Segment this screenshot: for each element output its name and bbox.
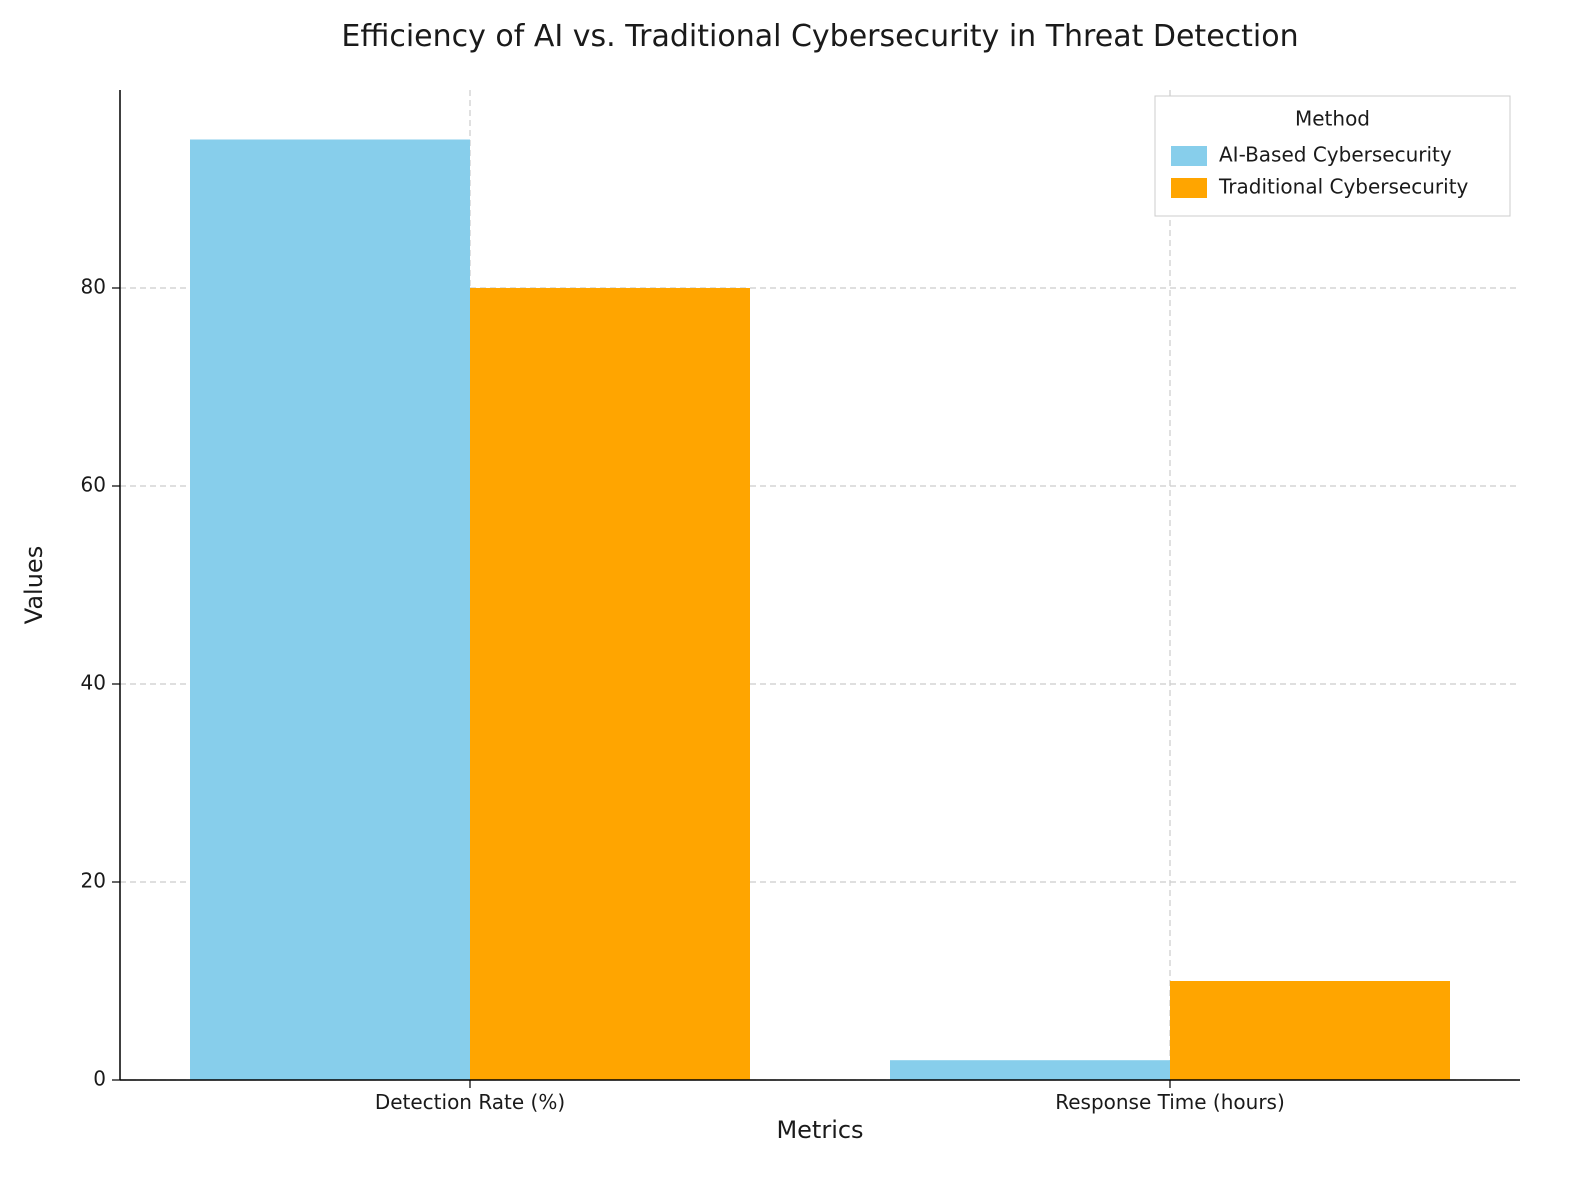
x-tick-label: Detection Rate (%) bbox=[375, 1090, 565, 1114]
y-tick-label: 60 bbox=[81, 473, 106, 497]
legend-swatch bbox=[1171, 146, 1207, 166]
legend-item-label: Traditional Cybersecurity bbox=[1218, 175, 1469, 199]
chart-title: Efficiency of AI vs. Traditional Cyberse… bbox=[341, 19, 1298, 54]
x-tick-label: Response Time (hours) bbox=[1055, 1090, 1285, 1114]
bar bbox=[470, 288, 750, 1080]
y-tick-label: 80 bbox=[81, 275, 106, 299]
bar bbox=[890, 1060, 1170, 1080]
bar bbox=[1170, 981, 1450, 1080]
legend-title: Method bbox=[1295, 107, 1370, 131]
x-axis-label: Metrics bbox=[776, 1116, 863, 1144]
bar-chart: 0 20 40 60 80 Detection Rate (%) Response Time… bbox=[0, 0, 1580, 1180]
y-tick-label: 40 bbox=[81, 671, 106, 695]
y-axis-label: Values bbox=[20, 546, 48, 624]
legend-item-label: AI-Based Cybersecurity bbox=[1219, 143, 1452, 167]
bar bbox=[190, 140, 470, 1081]
chart-container: 0 20 40 60 80 Detection Rate (%) Response Time… bbox=[0, 0, 1580, 1180]
legend-swatch bbox=[1171, 178, 1207, 198]
y-tick-label: 0 bbox=[93, 1067, 106, 1091]
legend: Method AI-Based Cybersecurity Traditional … bbox=[1155, 96, 1510, 216]
y-tick-label: 20 bbox=[81, 869, 106, 893]
